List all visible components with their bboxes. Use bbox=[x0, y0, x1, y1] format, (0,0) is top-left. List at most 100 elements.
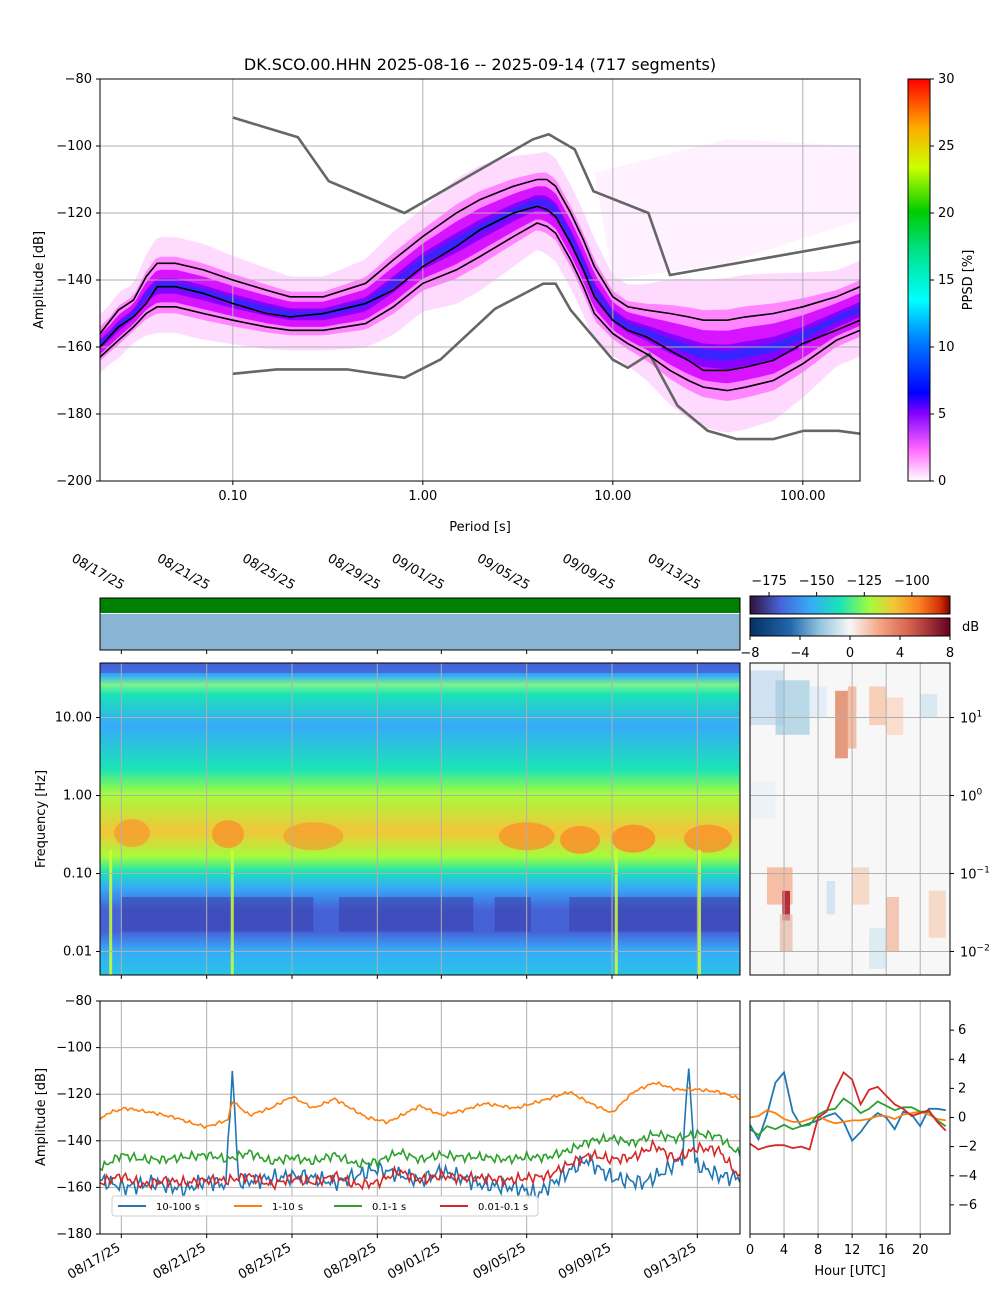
band-amplitude-x-ticks: 08/17/25 08/21/25 08/25/25 08/29/25 09/01/25… bbox=[65, 1234, 699, 1283]
spec-nyquist-strip bbox=[100, 663, 740, 673]
dbands-ytick-label-3: 0 bbox=[958, 1111, 966, 1126]
diur-cell-14 bbox=[886, 897, 899, 952]
spec-microseism-blob-1 bbox=[212, 820, 244, 849]
percentile-curves bbox=[100, 178, 860, 392]
bands-xtick-label-5: 09/05/25 bbox=[471, 1240, 529, 1282]
spectrogram-features bbox=[100, 663, 740, 975]
coverage-date-label-5: 09/05/25 bbox=[474, 551, 532, 593]
ppsd-xlabel: Period [s] bbox=[449, 520, 511, 535]
dbands-xtick-label-3: 12 bbox=[844, 1243, 861, 1258]
diur-ytick-label-0: 10−2 bbox=[960, 944, 990, 961]
band-series-line-3 bbox=[100, 1138, 740, 1191]
spec-ytick-label-2: 1.00 bbox=[63, 789, 92, 804]
dbands-xtick-label-4: 16 bbox=[878, 1243, 895, 1258]
diur-ytick-label-2: 100 bbox=[960, 788, 983, 805]
diur-ytick-base-2: 10 bbox=[960, 790, 977, 805]
band-amplitude-lines bbox=[100, 1068, 740, 1201]
diur-cell-10 bbox=[782, 890, 790, 921]
spectrogram-y-ticks: 0.01 0.10 1.00 10.00 bbox=[55, 711, 100, 960]
spec-microseism-blob-5 bbox=[611, 824, 656, 853]
nhnm-line bbox=[232, 116, 860, 277]
diurnal-band-line-2 bbox=[750, 1097, 947, 1137]
density-haze bbox=[594, 139, 860, 280]
legend-label-1: 1-10 s bbox=[272, 1202, 303, 1213]
spec-microseism-blob-6 bbox=[684, 824, 732, 853]
diur-ytick-base-0: 10 bbox=[960, 946, 977, 961]
diur-cell-7 bbox=[920, 694, 938, 718]
spectrogram-panel: 0.01 0.10 1.00 10.00 Frequency [Hz] bbox=[34, 662, 741, 979]
diurnal-band-x-ticks: 0 4 8 12 16 20 bbox=[746, 1234, 928, 1258]
spec-cbtick-label-0: −175 bbox=[751, 574, 787, 589]
ppsd-cbtick-label-5: 25 bbox=[938, 139, 955, 154]
diur-cell-16 bbox=[869, 928, 887, 969]
bands-ytick-label-3: −120 bbox=[56, 1087, 92, 1102]
diur-cbtick-label-2: 0 bbox=[846, 646, 854, 661]
bands-ytick-label-1: −160 bbox=[56, 1180, 92, 1195]
deviation-colorbar: −8 −4 0 4 8 dB bbox=[740, 617, 979, 661]
diur-ytick-exp-3: 1 bbox=[977, 710, 983, 720]
ppsd-colorbar bbox=[907, 78, 931, 482]
data-coverage-panel: 08/17/25 08/21/25 08/25/25 08/29/25 09/01/25… bbox=[69, 551, 741, 654]
bands-xtick-label-6: 09/09/25 bbox=[556, 1240, 614, 1282]
ppsd-cbtick-label-4: 20 bbox=[938, 206, 955, 221]
band-series-line-1 bbox=[100, 1080, 740, 1130]
legend-box bbox=[111, 1195, 539, 1217]
band-amplitude-y-ticks: −180 −160 −140 −120 −100 −80 bbox=[56, 994, 100, 1242]
diur-cell-8 bbox=[750, 781, 776, 819]
ppsd-cbtick-label-0: 0 bbox=[938, 474, 946, 489]
diur-ytick-base-1: 10 bbox=[960, 868, 977, 883]
ppsd-xtick-label-2: 10.00 bbox=[594, 489, 631, 504]
density-layer-4 bbox=[100, 199, 860, 361]
spec-transient-1 bbox=[614, 850, 618, 975]
coverage-date-label-3: 08/29/25 bbox=[325, 551, 383, 593]
spec-transient-3 bbox=[109, 850, 113, 975]
bands-ytick-label-4: −100 bbox=[56, 1041, 92, 1056]
ppsd-panel: DK.SCO.00.HHN 2025-08-16 -- 2025-09-14 (… bbox=[32, 55, 976, 535]
spec-microseism-blob-4 bbox=[560, 825, 600, 854]
diurnal-deviation-frame bbox=[749, 662, 951, 976]
diur-cell-13 bbox=[826, 881, 836, 915]
ppsd-title: DK.SCO.00.HHN 2025-08-16 -- 2025-09-14 (… bbox=[244, 55, 716, 74]
ppsd-cbtick-label-3: 15 bbox=[938, 273, 955, 288]
spec-quiet-band-1 bbox=[338, 897, 474, 932]
coverage-bar-top bbox=[100, 598, 740, 613]
spectrogram-colorbar: −175 −150 −125 −100 bbox=[749, 574, 951, 615]
spec-transient-2 bbox=[697, 850, 701, 975]
ppsd-xtick-label-1: 1.00 bbox=[408, 489, 437, 504]
diurnal-band-line-1 bbox=[750, 1109, 946, 1125]
coverage-date-label-0: 08/17/25 bbox=[69, 551, 127, 593]
spec-transient-0 bbox=[230, 850, 234, 975]
percentile-upper-line bbox=[100, 178, 860, 335]
ppsd-ytick-label-4: −120 bbox=[56, 206, 92, 221]
diurnal-band-line-3 bbox=[750, 1070, 947, 1151]
spec-ytick-label-3: 10.00 bbox=[55, 711, 92, 726]
spec-quiet-band-0 bbox=[121, 897, 314, 932]
diur-cbtick-label-4: 8 bbox=[946, 646, 954, 661]
spec-microseism-blob-2 bbox=[283, 822, 344, 851]
legend-label-2: 0.1-1 s bbox=[372, 1202, 406, 1213]
diurnal-deviation-grid bbox=[750, 663, 950, 975]
noise-models bbox=[232, 116, 860, 441]
diur-cell-1 bbox=[775, 680, 810, 735]
dbands-ytick-label-2: −2 bbox=[958, 1140, 977, 1155]
spec-cbtick-label-1: −150 bbox=[799, 574, 835, 589]
ppsd-cbtick-label-1: 5 bbox=[938, 407, 946, 422]
ppsd-ytick-label-6: −80 bbox=[65, 72, 92, 87]
band-legend: 10-100 s 1-10 s 0.1-1 s 0.01-0.1 s bbox=[111, 1195, 539, 1217]
ppsd-y-ticks: −200 −180 −160 −140 −120 −100 −80 bbox=[56, 72, 100, 489]
diurnal-band-line-0 bbox=[750, 1070, 946, 1143]
spec-ytick-label-0: 0.01 bbox=[63, 945, 92, 960]
deviation-colorbar-ticks: −8 −4 0 4 8 bbox=[740, 636, 954, 661]
spec-cbtick-label-3: −100 bbox=[894, 574, 930, 589]
spectrogram-colorbar-bar bbox=[749, 595, 951, 615]
ppsd-colorbar-label: PPSD [%] bbox=[961, 250, 976, 311]
diur-cell-6 bbox=[886, 697, 904, 735]
ppsd-grid bbox=[100, 79, 860, 481]
nlnm-line bbox=[232, 282, 860, 441]
band-amplitude-frame bbox=[99, 1000, 741, 1235]
spectrogram-colorbar-ticks: −175 −150 −125 −100 bbox=[751, 574, 930, 596]
diurnal-band-grid bbox=[750, 1001, 921, 1234]
